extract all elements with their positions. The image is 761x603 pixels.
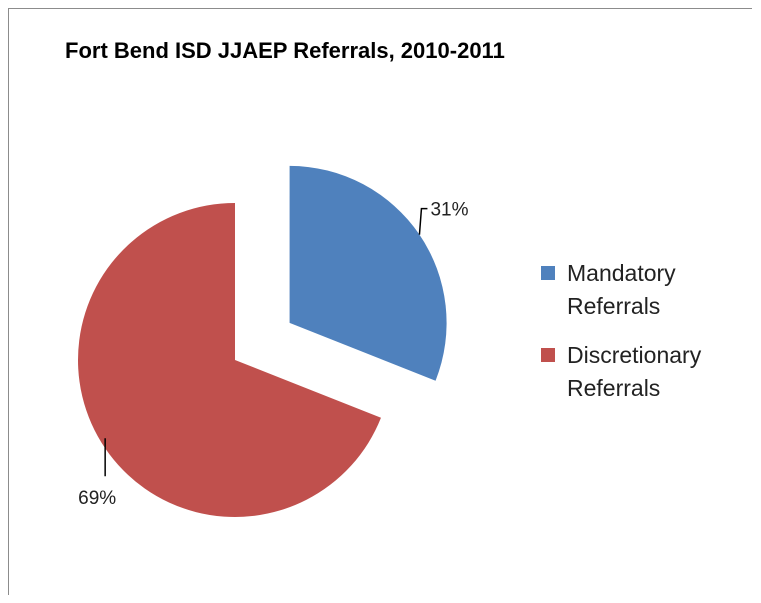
leader-line-mandatory bbox=[418, 207, 428, 235]
data-label-discretionary: 69% bbox=[78, 488, 116, 509]
legend-label-mandatory: Mandatory Referrals bbox=[567, 260, 676, 319]
legend-label-discretionary: Discretionary Referrals bbox=[567, 342, 702, 401]
legend-swatch-discretionary bbox=[541, 348, 555, 362]
legend-swatch-mandatory bbox=[541, 266, 555, 280]
legend-item-discretionary: Discretionary Referrals bbox=[541, 339, 751, 405]
pie-slices bbox=[78, 165, 447, 517]
pie-slice-mandatory bbox=[289, 165, 447, 381]
data-labels: 31% 69% bbox=[78, 200, 468, 510]
chart-title: Fort Bend ISD JJAEP Referrals, 2010-2011 bbox=[65, 38, 505, 63]
pie-slice-discretionary bbox=[78, 203, 381, 517]
leader-lines bbox=[104, 207, 428, 477]
data-label-mandatory: 31% bbox=[430, 200, 468, 221]
legend-item-mandatory: Mandatory Referrals bbox=[541, 257, 751, 323]
legend: Mandatory Referrals Discretionary Referr… bbox=[541, 257, 751, 421]
